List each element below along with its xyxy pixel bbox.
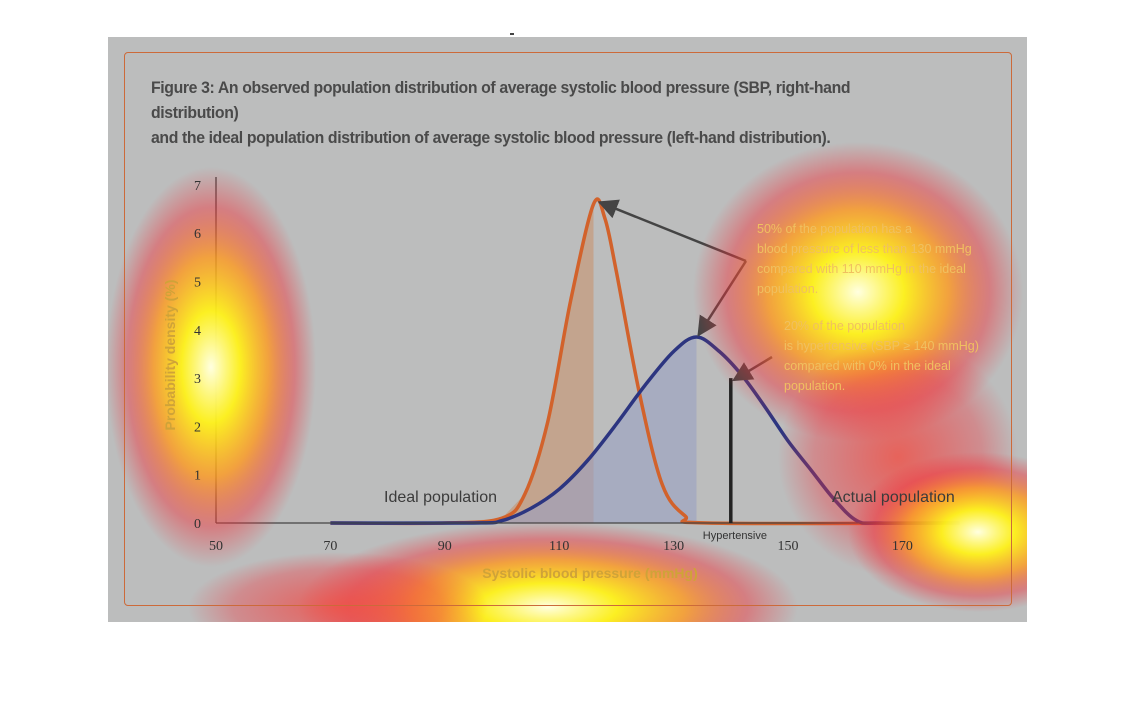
figure-panel: Hypertensive 50 70 90 110 130 150 170 0 1 2 3 4 5 6 7 Sy… xyxy=(108,37,1027,622)
y-tick-label-0: 0 xyxy=(194,517,201,532)
y-axis-title: Probability density (%) xyxy=(162,280,178,431)
y-tick-label-6: 6 xyxy=(194,227,201,242)
x-tick-label-110: 110 xyxy=(549,539,569,554)
annotation-1-line-3: compared with 110 mmHg in the ideal xyxy=(757,262,966,276)
shaded-area-actual xyxy=(330,337,697,523)
top-mark xyxy=(510,33,514,35)
y-tick-label-7: 7 xyxy=(194,179,201,194)
annotation-1-line-4: population. xyxy=(757,282,818,296)
heat-spot-bottom-left xyxy=(188,552,488,622)
chart-text: Hypertensive 50 70 90 110 130 150 170 0 1 2 3 4 5 6 7 Sy… xyxy=(162,179,979,581)
x-tick-label-150: 150 xyxy=(778,539,799,554)
annotation-2-line-4: population. xyxy=(784,379,845,393)
x-tick-label-70: 70 xyxy=(323,539,337,554)
figure-border xyxy=(124,52,1012,606)
hypertensive-label: Hypertensive xyxy=(703,530,767,542)
y-tick-label-4: 4 xyxy=(194,324,201,339)
x-tick-label-90: 90 xyxy=(438,539,452,554)
series-label-actual: Actual population xyxy=(832,489,955,506)
figure-title-line2: and the ideal population distribution of… xyxy=(151,128,831,147)
x-tick-label-130: 130 xyxy=(663,539,684,554)
figure-title-line1: Figure 3: An observed population distrib… xyxy=(151,78,851,122)
chart: Hypertensive 50 70 90 110 130 150 170 0 1 2 3 4 5 6 7 Sy… xyxy=(108,142,1027,622)
annotation-2-line-2: is hypertensive (SBP ≥ 140 mmHg) xyxy=(784,339,979,353)
heat-spot-actual-label xyxy=(848,452,1027,612)
y-tick-label-1: 1 xyxy=(194,469,201,484)
heatmap-overlay xyxy=(108,142,1027,622)
annotation-2-line-1: 20% of the population xyxy=(784,319,905,333)
annotation-1-line-2: blood pressure of less than 130 mmHg xyxy=(757,242,972,256)
y-tick-label-3: 3 xyxy=(194,372,201,387)
y-tick-label-2: 2 xyxy=(194,420,201,435)
y-tick-label-5: 5 xyxy=(194,276,201,291)
annotation-1-line-1: 50% of the population has a xyxy=(757,222,912,236)
x-axis-title: Systolic blood pressure (mmHg) xyxy=(482,565,697,581)
series-label-ideal: Ideal population xyxy=(384,489,497,506)
annotation-2-line-3: compared with 0% in the ideal xyxy=(784,359,951,373)
figure-title: Figure 3: An observed population distrib… xyxy=(151,75,923,150)
heat-spot-yaxis xyxy=(108,167,316,567)
x-tick-label-170: 170 xyxy=(892,539,913,554)
x-tick-label-50: 50 xyxy=(209,539,223,554)
